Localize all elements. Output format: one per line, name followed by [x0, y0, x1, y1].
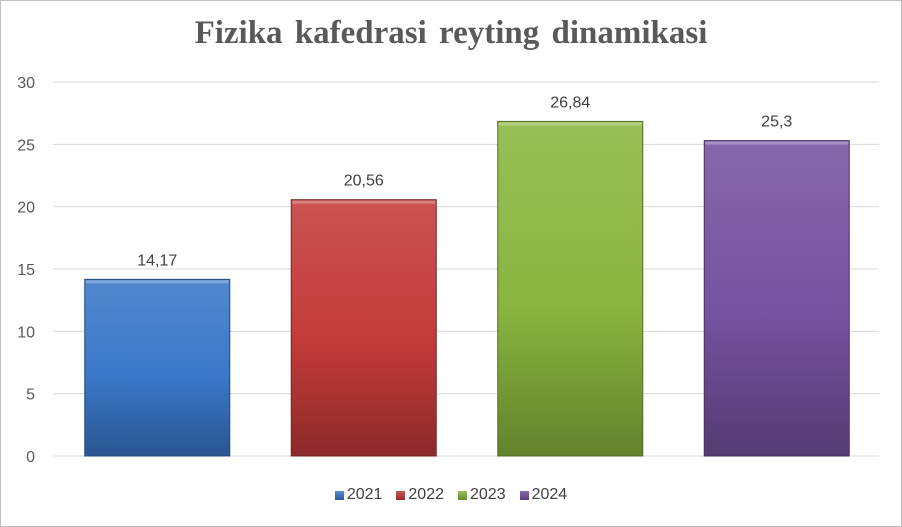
bar-highlight	[705, 141, 849, 145]
legend-item-2024: 2024	[519, 486, 568, 504]
legend-item-2023: 2023	[458, 486, 506, 504]
bar-2022	[290, 199, 437, 457]
y-axis-ticks: 0 5 10 15 20 25 30	[17, 75, 35, 466]
y-tick-label: 0	[26, 449, 35, 466]
bar-2024	[703, 140, 850, 457]
data-label-2021: 14,17	[137, 252, 177, 269]
legend-label: 2023	[470, 486, 506, 503]
bar-2023	[497, 120, 644, 457]
legend-swatch	[396, 490, 406, 500]
data-labels: 14,17 20,56 26,84 25,3	[137, 94, 792, 269]
legend: 2021 2022 2023 2024	[1, 486, 901, 504]
data-label-2023: 26,84	[550, 94, 590, 111]
chart-title: Fizika kafedrasi reyting dinamikasi	[194, 15, 708, 51]
bar-highlight	[292, 200, 436, 204]
y-tick-label: 25	[17, 137, 35, 154]
bar-2021	[84, 278, 231, 457]
legend-swatch	[519, 490, 529, 500]
bar-highlight	[498, 122, 642, 126]
y-tick-label: 10	[17, 324, 35, 341]
y-tick-label: 30	[17, 75, 35, 92]
bars	[84, 120, 850, 457]
y-tick-label: 20	[17, 200, 35, 217]
y-tick-label: 15	[17, 262, 35, 279]
y-tick-label: 5	[26, 387, 35, 404]
legend-item-2021: 2021	[334, 486, 383, 504]
legend-swatch	[334, 490, 344, 500]
data-label-2024: 25,3	[761, 114, 792, 131]
legend-label: 2024	[531, 486, 568, 503]
legend-label: 2021	[346, 486, 383, 503]
bar-highlight	[85, 280, 229, 284]
legend-item-2022: 2022	[396, 486, 444, 504]
data-label-2022: 20,56	[344, 173, 384, 190]
legend-label: 2022	[408, 486, 444, 503]
legend-swatch	[458, 490, 467, 500]
